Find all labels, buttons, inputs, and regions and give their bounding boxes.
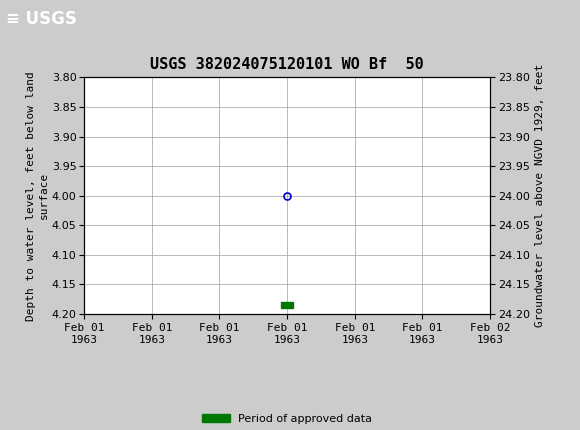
Title: USGS 382024075120101 WO Bf  50: USGS 382024075120101 WO Bf 50 (150, 57, 424, 72)
Text: ≡ USGS: ≡ USGS (6, 10, 77, 28)
Legend: Period of approved data: Period of approved data (197, 409, 377, 428)
Y-axis label: Groundwater level above NGVD 1929, feet: Groundwater level above NGVD 1929, feet (535, 64, 545, 327)
Bar (281, 302, 293, 308)
Y-axis label: Depth to water level, feet below land
surface: Depth to water level, feet below land su… (26, 71, 49, 320)
